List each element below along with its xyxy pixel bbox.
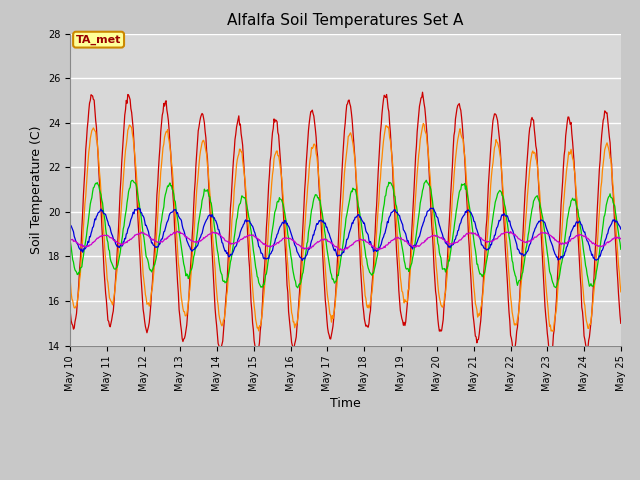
-2cm <box>253 351 261 357</box>
-4cm <box>549 328 557 334</box>
Line: -2cm: -2cm <box>70 92 621 354</box>
-32cm <box>617 236 625 241</box>
-16cm <box>190 247 198 252</box>
-32cm <box>430 233 438 239</box>
-4cm <box>617 289 625 295</box>
-32cm <box>337 247 345 253</box>
Line: -16cm: -16cm <box>70 208 621 261</box>
-2cm <box>77 256 84 262</box>
Text: TA_met: TA_met <box>76 35 121 45</box>
-8cm <box>77 265 84 271</box>
Title: Alfalfa Soil Temperatures Set A: Alfalfa Soil Temperatures Set A <box>227 13 464 28</box>
-32cm <box>219 235 227 240</box>
-4cm <box>218 323 226 329</box>
-4cm <box>413 181 420 187</box>
-32cm <box>173 228 181 234</box>
-4cm <box>189 242 196 248</box>
-8cm <box>218 272 226 277</box>
Y-axis label: Soil Temperature (C): Soil Temperature (C) <box>29 125 43 254</box>
-8cm <box>430 210 438 216</box>
-2cm <box>430 264 438 270</box>
-16cm <box>298 258 306 264</box>
-8cm <box>294 285 301 291</box>
-8cm <box>617 246 625 252</box>
-2cm <box>419 89 426 95</box>
-8cm <box>133 186 141 192</box>
-4cm <box>133 180 141 186</box>
-2cm <box>413 129 421 135</box>
-2cm <box>67 310 74 316</box>
-16cm <box>67 222 74 228</box>
-16cm <box>77 247 84 252</box>
-16cm <box>414 237 422 242</box>
-4cm <box>419 120 427 126</box>
-4cm <box>77 272 84 277</box>
-4cm <box>429 223 437 229</box>
-32cm <box>414 243 422 249</box>
-8cm <box>189 260 196 266</box>
-4cm <box>67 280 74 286</box>
-32cm <box>67 237 74 242</box>
-8cm <box>413 225 421 230</box>
-16cm <box>430 207 438 213</box>
-2cm <box>133 196 141 202</box>
-32cm <box>133 231 141 237</box>
-8cm <box>422 178 430 183</box>
Line: -8cm: -8cm <box>70 180 621 288</box>
Line: -32cm: -32cm <box>70 231 621 250</box>
-16cm <box>617 226 625 232</box>
-32cm <box>190 239 198 244</box>
-32cm <box>77 242 84 248</box>
Legend: -2cm, -4cm, -8cm, -16cm, -32cm: -2cm, -4cm, -8cm, -16cm, -32cm <box>113 479 578 480</box>
-16cm <box>134 205 142 211</box>
-16cm <box>219 240 227 246</box>
Line: -4cm: -4cm <box>70 123 621 331</box>
-2cm <box>218 341 226 347</box>
-2cm <box>617 321 625 326</box>
-16cm <box>133 207 141 213</box>
-8cm <box>67 240 74 245</box>
X-axis label: Time: Time <box>330 397 361 410</box>
-2cm <box>189 222 196 228</box>
